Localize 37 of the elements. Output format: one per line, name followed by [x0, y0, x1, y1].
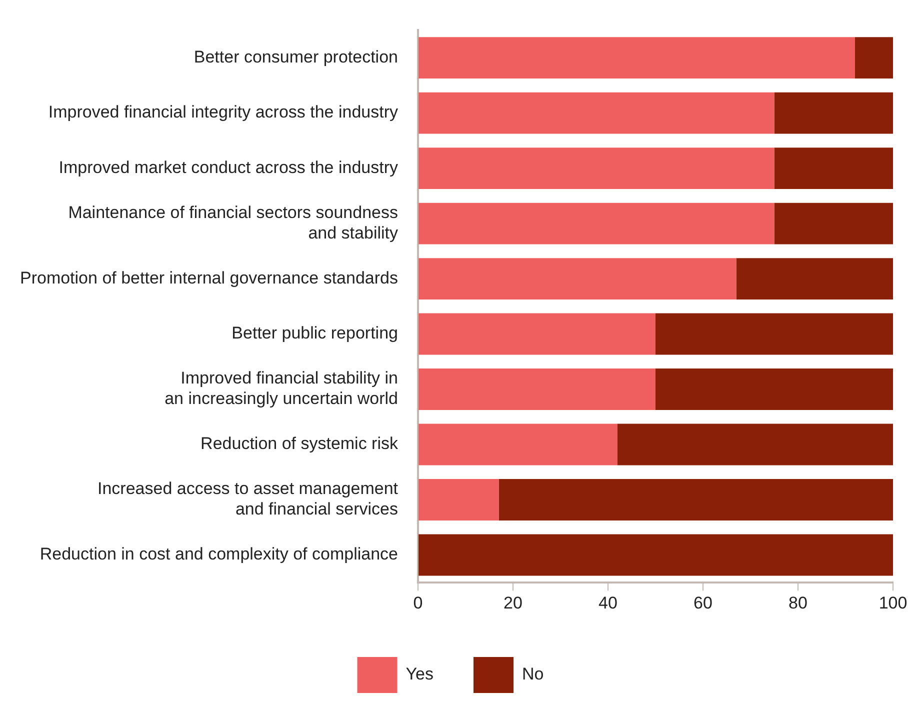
y-tick-label: Improved financial stability in an increasingly uncertain world — [164, 368, 398, 408]
y-tick-label: Increased access to asset management and financial services — [98, 479, 398, 519]
x-tick-label: 20 — [504, 593, 522, 612]
bar — [418, 37, 855, 79]
legend-label: Yes — [406, 664, 434, 684]
legend-label: No — [522, 664, 544, 684]
bar — [418, 148, 774, 190]
bar — [418, 368, 656, 410]
bar — [774, 202, 893, 244]
bar — [774, 148, 893, 190]
bar — [418, 202, 774, 244]
x-tick-label: 100 — [878, 593, 908, 612]
bar — [418, 479, 499, 520]
y-tick-label: Reduction in cost and complexity of compliance — [40, 544, 398, 564]
bar — [418, 258, 736, 300]
y-tick-label: Maintenance of financial sectors soundness and stability — [68, 203, 398, 242]
y-tick-label: Improved market conduct across the industry — [58, 158, 398, 177]
x-tick-label: 60 — [694, 593, 712, 612]
bar — [498, 479, 893, 520]
y-tick-label: Better public reporting — [232, 324, 398, 343]
x-tick-label: 40 — [598, 593, 618, 612]
bar — [418, 313, 656, 355]
y-tick-label: Better consumer protection — [194, 48, 398, 67]
y-tick-label: Reduction of systemic risk — [200, 434, 398, 454]
bar — [418, 534, 893, 576]
bar — [736, 258, 893, 300]
bar — [855, 37, 893, 79]
y-tick-label: Promotion of better internal governance standards — [20, 268, 398, 288]
x-tick-label: 80 — [788, 593, 808, 612]
x-tick-label: 0 — [413, 593, 423, 612]
bar — [656, 313, 893, 355]
y-tick-label: Improved financial integrity across the industry — [48, 102, 398, 122]
bar — [418, 424, 618, 466]
bar — [774, 92, 893, 134]
bar — [418, 92, 774, 134]
bar — [656, 368, 893, 410]
bar — [618, 424, 893, 466]
